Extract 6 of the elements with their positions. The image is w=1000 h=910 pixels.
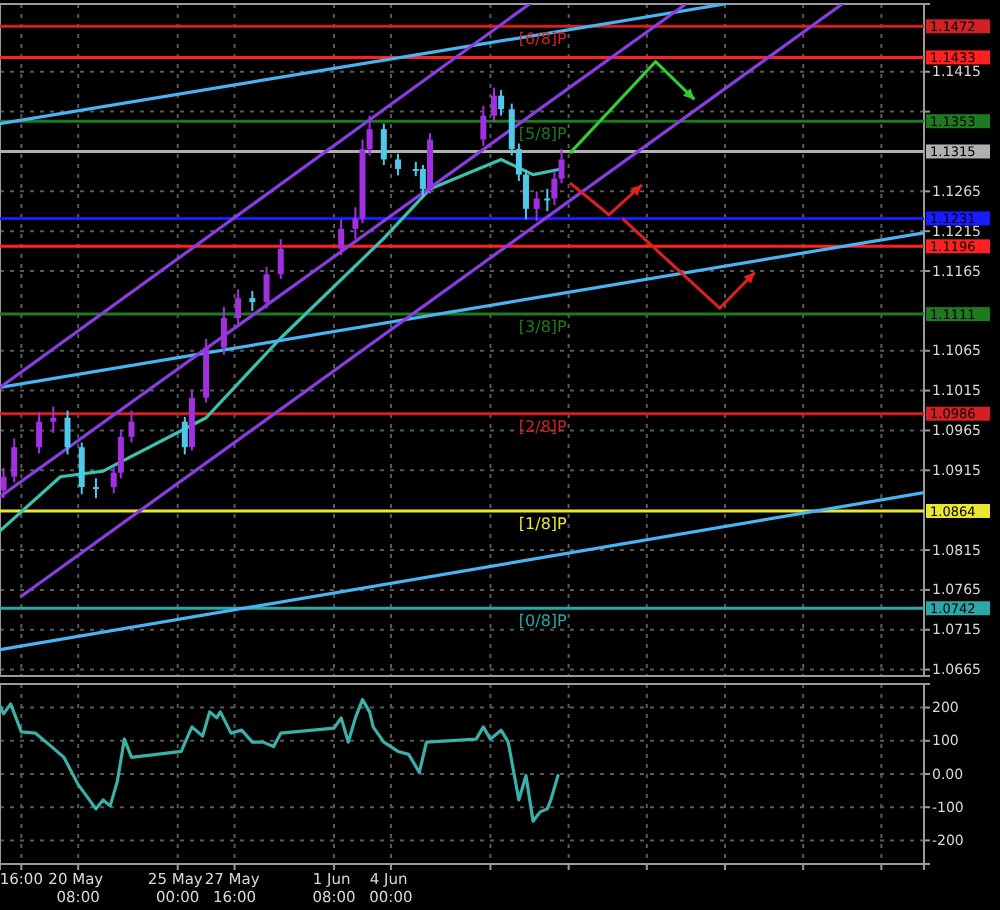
annotation: [2/8]P xyxy=(518,417,568,436)
annotation: [5/8]P xyxy=(518,125,568,144)
annotation: [3/8]P xyxy=(518,318,568,337)
annotation: [0/8]P xyxy=(518,612,568,631)
annotation: [1/8]P xyxy=(518,514,568,533)
annotation: [6/8]P xyxy=(518,30,568,49)
